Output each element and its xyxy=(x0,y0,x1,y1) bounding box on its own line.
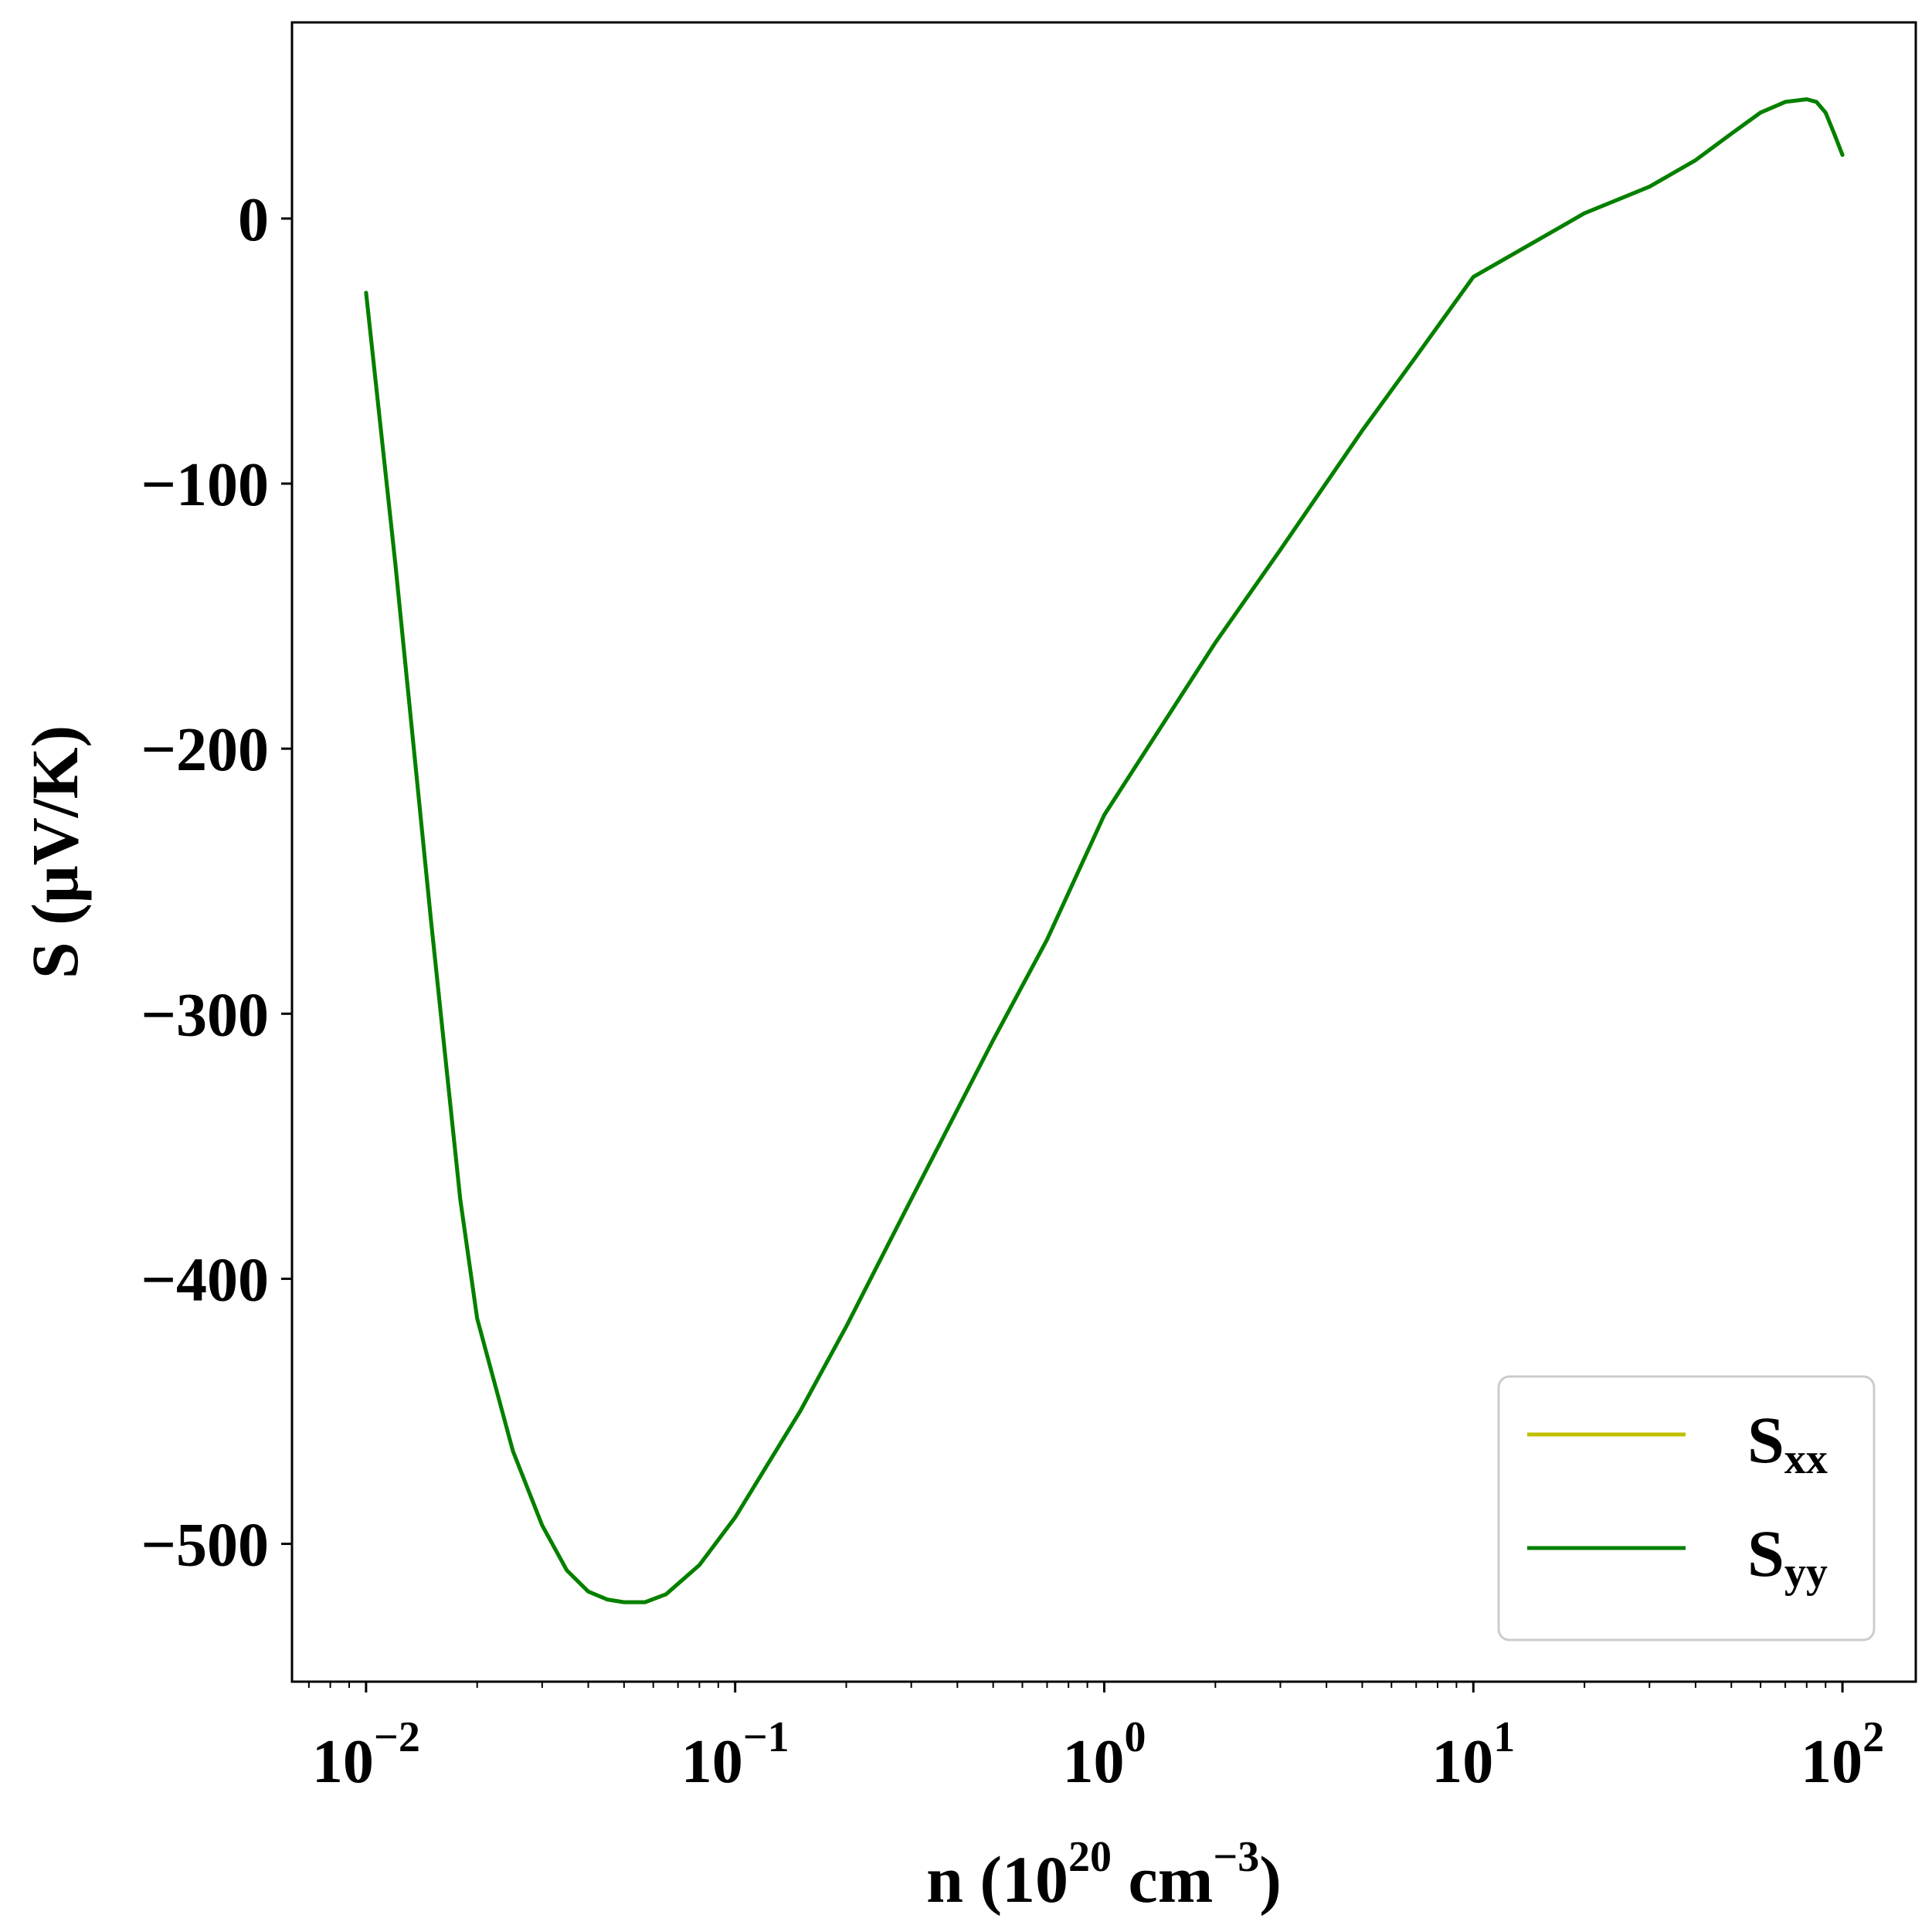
x-tick-label-exp-3: 1 xyxy=(1493,1713,1515,1761)
x-tick-label-base-3: 10 xyxy=(1431,1728,1493,1796)
y-axis-ticks: 0 −100 −200 −300 −400 −500 xyxy=(141,186,292,1580)
legend-label-syy-main: S xyxy=(1747,1516,1784,1591)
x-tick-label-4: 102 xyxy=(1801,1713,1884,1796)
y-tick-label-1: −100 xyxy=(141,451,269,519)
x-axis-label-sup1: 20 xyxy=(1068,1833,1112,1881)
y-tick-label-4: −400 xyxy=(141,1246,269,1314)
x-tick-label-exp-2: 0 xyxy=(1124,1713,1146,1761)
x-tick-label-base-0: 10 xyxy=(312,1728,374,1796)
legend-label-sxx-sub: xx xyxy=(1784,1435,1828,1483)
x-tick-label-base-1: 10 xyxy=(681,1728,743,1796)
y-tick-label-3: −300 xyxy=(141,981,269,1049)
x-axis-ticks: 10−2 10−1 100 101 102 xyxy=(307,1682,1884,1796)
x-tick-label-exp-4: 2 xyxy=(1862,1713,1884,1761)
legend-label-syy-sub: yy xyxy=(1784,1549,1828,1597)
x-tick-label-1: 10−1 xyxy=(681,1713,789,1796)
x-tick-label-base-4: 10 xyxy=(1801,1728,1862,1796)
x-axis-label-main: n (10 xyxy=(926,1842,1068,1917)
x-axis-label-sup2: −3 xyxy=(1213,1833,1259,1881)
x-tick-label-exp-0: −2 xyxy=(374,1713,420,1761)
y-tick-label-5: −500 xyxy=(141,1512,269,1580)
x-tick-label-3: 101 xyxy=(1431,1713,1515,1796)
legend-box xyxy=(1497,1375,1876,1642)
legend-label-sxx: Sxx xyxy=(1747,1403,1828,1483)
legend: Sxx Syy xyxy=(1497,1375,1876,1642)
y-tick-label-0: 0 xyxy=(238,186,269,254)
series-line-Syy xyxy=(364,97,1845,1604)
legend-label-sxx-main: S xyxy=(1747,1403,1784,1477)
series-layer xyxy=(364,97,1845,1604)
x-axis-label-mid: cm xyxy=(1112,1842,1213,1917)
x-tick-label-base-2: 10 xyxy=(1062,1728,1124,1796)
x-tick-label-exp-1: −1 xyxy=(743,1713,789,1761)
x-tick-label-2: 100 xyxy=(1062,1713,1146,1796)
y-axis-label: S (μV/K) xyxy=(18,725,92,979)
legend-label-syy: Syy xyxy=(1747,1516,1828,1597)
x-tick-label-0: 10−2 xyxy=(312,1713,420,1796)
x-axis-label: n (1020 cm−3) xyxy=(926,1833,1282,1917)
y-tick-label-2: −200 xyxy=(141,716,269,784)
x-axis-label-end: ) xyxy=(1259,1842,1282,1917)
